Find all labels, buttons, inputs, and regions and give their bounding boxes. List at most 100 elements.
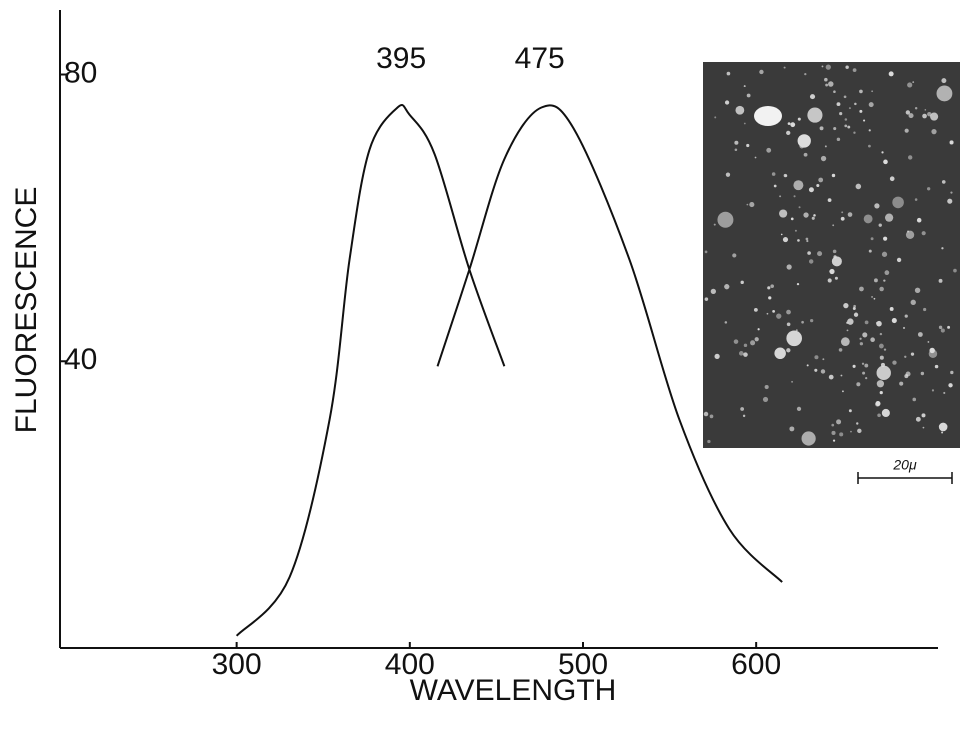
speckle <box>847 125 851 129</box>
x-tick-label: 400 <box>385 648 435 681</box>
speckle <box>774 347 786 360</box>
speckle <box>806 239 809 243</box>
speckle <box>793 195 796 198</box>
speckle <box>733 339 739 344</box>
speckle <box>875 322 878 324</box>
speckle <box>734 140 739 145</box>
speckle <box>813 214 816 217</box>
speckle <box>772 309 776 313</box>
speckle <box>910 299 916 306</box>
speckle <box>853 304 856 308</box>
speckle <box>868 249 872 253</box>
speckle <box>805 237 809 241</box>
speckle <box>824 145 827 148</box>
speckle <box>864 320 869 325</box>
speckle <box>831 423 835 427</box>
y-axis-title: FLUORESCENCE <box>10 187 43 434</box>
speckle <box>881 251 888 257</box>
speckle <box>766 312 769 315</box>
speckle <box>904 314 908 318</box>
speckle <box>921 231 926 236</box>
speckle <box>714 353 720 359</box>
speckle <box>943 391 946 395</box>
speckle <box>709 414 714 419</box>
speckle <box>795 329 798 332</box>
speckle <box>825 64 831 70</box>
speckle <box>892 360 897 365</box>
speckle <box>888 71 894 77</box>
speckle <box>863 119 866 122</box>
speckle <box>941 180 946 184</box>
speckle <box>948 383 953 388</box>
speckle <box>836 137 841 142</box>
speckle <box>743 85 746 88</box>
x-axis-title: WAVELENGTH <box>410 674 617 707</box>
speckle <box>822 358 825 361</box>
speckle <box>800 139 804 143</box>
speckle <box>735 105 745 115</box>
scale-label: 20μ <box>892 457 917 473</box>
speckle <box>859 89 863 94</box>
speckle <box>750 340 756 346</box>
speckle <box>938 325 943 330</box>
speckle <box>749 202 755 208</box>
speckle <box>814 368 818 372</box>
speckle <box>839 112 843 116</box>
speckle <box>803 212 809 218</box>
y-tick-label: 40 <box>64 343 97 376</box>
speckle <box>899 381 904 386</box>
speckle <box>808 259 814 264</box>
speckle <box>787 122 791 126</box>
speckle <box>852 364 856 368</box>
speckle <box>927 187 931 191</box>
speckle <box>879 355 884 360</box>
speckle <box>717 211 734 228</box>
speckle <box>738 351 744 356</box>
speckle <box>914 198 918 201</box>
speckle <box>768 296 772 300</box>
speckle <box>878 223 882 227</box>
speckle <box>782 237 789 243</box>
speckle <box>710 288 716 295</box>
speckle <box>865 377 868 380</box>
peak-annotation: 475 <box>515 42 565 75</box>
speckle <box>848 409 852 413</box>
speckle <box>914 106 918 110</box>
speckle <box>809 94 816 100</box>
speckle <box>902 326 906 330</box>
speckle <box>801 431 816 446</box>
speckle <box>871 295 874 298</box>
speckle <box>790 122 796 128</box>
speckle <box>724 321 728 324</box>
speckle <box>776 313 782 319</box>
speckle <box>877 413 881 418</box>
speckle <box>790 217 794 221</box>
speckle <box>771 172 776 176</box>
speckle <box>950 191 953 194</box>
speckle <box>704 297 709 301</box>
speckle <box>786 264 792 270</box>
speckle <box>834 276 838 280</box>
speckle <box>820 369 826 374</box>
speckle <box>905 230 915 239</box>
speckle <box>907 82 913 88</box>
spectrum-line <box>436 104 783 583</box>
speckle <box>806 364 809 367</box>
speckle <box>811 216 815 220</box>
speckle <box>862 371 866 375</box>
speckle <box>845 65 849 69</box>
speckle <box>836 102 841 107</box>
speckle <box>905 371 911 377</box>
speckle <box>789 426 795 432</box>
speckle <box>907 155 913 160</box>
speckle <box>931 129 937 135</box>
speckle <box>853 312 859 317</box>
speckle <box>842 390 844 393</box>
speckle <box>839 432 844 437</box>
speckle <box>724 100 730 105</box>
speckle <box>779 195 782 198</box>
speckle <box>828 81 834 87</box>
speckle <box>922 113 927 119</box>
speckle <box>724 284 730 290</box>
speckle <box>921 413 926 418</box>
